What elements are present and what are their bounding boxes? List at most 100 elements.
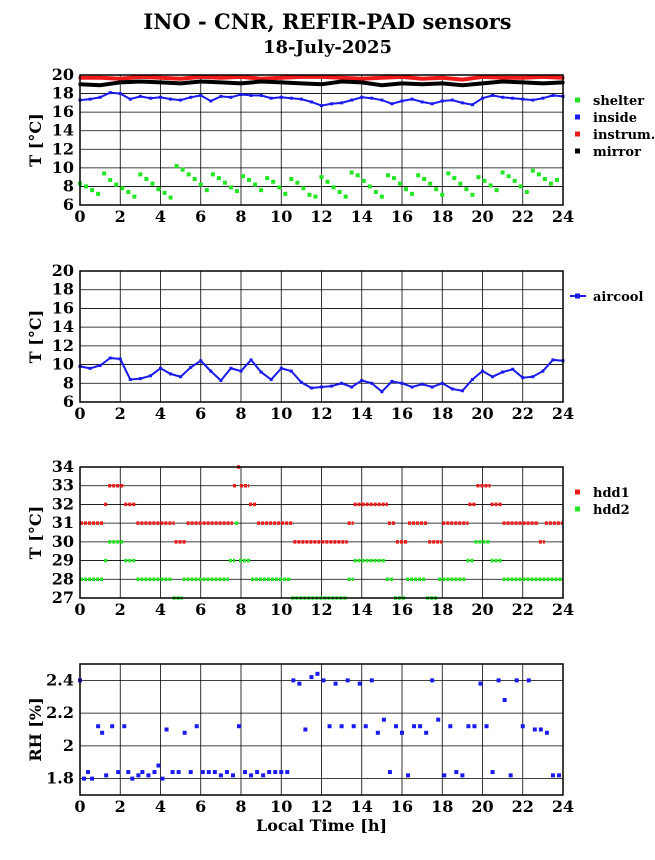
data-point	[501, 95, 505, 99]
y-tick-label: 27	[52, 588, 74, 607]
data-point	[297, 681, 302, 686]
data-point	[511, 367, 515, 371]
data-point	[494, 188, 499, 193]
data-point	[90, 188, 95, 193]
data-point	[325, 179, 330, 184]
data-point	[88, 97, 92, 101]
legend-marker	[575, 148, 580, 154]
data-point	[400, 381, 404, 385]
data-point	[269, 378, 273, 382]
data-point	[299, 380, 303, 384]
data-point	[271, 179, 276, 184]
data-point	[150, 181, 155, 186]
data-point	[464, 187, 469, 192]
y-tick-label: 8	[63, 373, 74, 392]
data-point	[313, 194, 318, 199]
data-point	[152, 770, 157, 775]
data-point	[551, 93, 555, 97]
x-tick-label: 22	[512, 600, 534, 619]
data-point	[261, 773, 266, 778]
data-point	[380, 98, 384, 102]
data-point	[192, 177, 197, 181]
data-point	[331, 185, 336, 190]
data-point	[156, 187, 161, 192]
data-point	[199, 93, 203, 97]
data-point	[541, 369, 545, 373]
data-point	[327, 724, 332, 729]
data-point	[98, 95, 102, 99]
data-point	[96, 724, 101, 729]
data-point	[289, 369, 293, 373]
data-point	[309, 100, 313, 104]
data-point	[321, 678, 326, 683]
data-point	[126, 190, 131, 194]
data-point	[259, 93, 263, 97]
data-point	[390, 379, 394, 383]
data-point	[410, 97, 414, 101]
data-point	[146, 773, 151, 778]
data-point	[343, 194, 348, 199]
legend: shelter inside instrum. mirror	[575, 94, 655, 160]
data-point	[330, 102, 334, 106]
data-point	[162, 190, 167, 195]
y-axis-label: T [°C]	[26, 113, 45, 166]
data-point	[406, 773, 411, 778]
data-point	[397, 181, 402, 186]
data-point	[249, 93, 253, 97]
data-point	[126, 770, 131, 775]
x-tick-label: 16	[391, 797, 413, 816]
x-tick-label: 6	[195, 797, 206, 816]
x-tick-label: 14	[351, 797, 373, 816]
y-tick-label: 31	[52, 513, 74, 532]
y-tick-label: 8	[63, 176, 74, 195]
data-point	[554, 177, 559, 182]
data-point	[159, 76, 162, 80]
data-point	[380, 390, 384, 394]
y-tick-label: 1.8	[46, 769, 74, 788]
data-point	[420, 100, 424, 104]
data-point	[98, 83, 102, 87]
data-point	[229, 366, 233, 370]
data-point	[179, 98, 183, 102]
data-point	[460, 83, 464, 87]
data-point	[367, 184, 372, 189]
y-tick-label: 34	[52, 457, 74, 476]
data-point	[102, 171, 107, 176]
x-tick-label: 16	[391, 404, 413, 423]
series-rh-0	[78, 671, 561, 781]
data-point	[470, 103, 474, 107]
data-point	[400, 730, 404, 735]
data-point	[229, 95, 233, 99]
data-point	[340, 76, 344, 80]
data-point	[259, 188, 264, 193]
data-point	[315, 671, 320, 676]
data-point	[283, 191, 288, 196]
data-point	[333, 681, 338, 686]
data-point	[279, 770, 284, 775]
data-point	[361, 178, 366, 183]
x-tick-label: 18	[431, 797, 453, 816]
data-point	[541, 75, 545, 79]
data-point	[168, 195, 173, 200]
data-point	[148, 374, 152, 378]
data-point	[490, 770, 495, 775]
data-point	[424, 730, 429, 735]
x-tick-label: 2	[115, 600, 126, 619]
x-tick-label: 6	[195, 600, 206, 619]
data-point	[222, 180, 227, 185]
data-point	[385, 173, 390, 178]
data-point	[454, 770, 459, 775]
data-point	[90, 776, 95, 781]
data-point	[491, 375, 495, 379]
data-point	[216, 176, 221, 181]
data-point	[320, 104, 323, 108]
data-point	[249, 773, 254, 778]
data-point	[108, 177, 113, 182]
data-point	[442, 773, 447, 778]
data-point	[420, 382, 424, 386]
data-point	[234, 189, 239, 194]
data-point	[159, 80, 162, 84]
data-point	[501, 76, 505, 80]
data-point	[174, 164, 179, 168]
data-point	[526, 678, 531, 683]
